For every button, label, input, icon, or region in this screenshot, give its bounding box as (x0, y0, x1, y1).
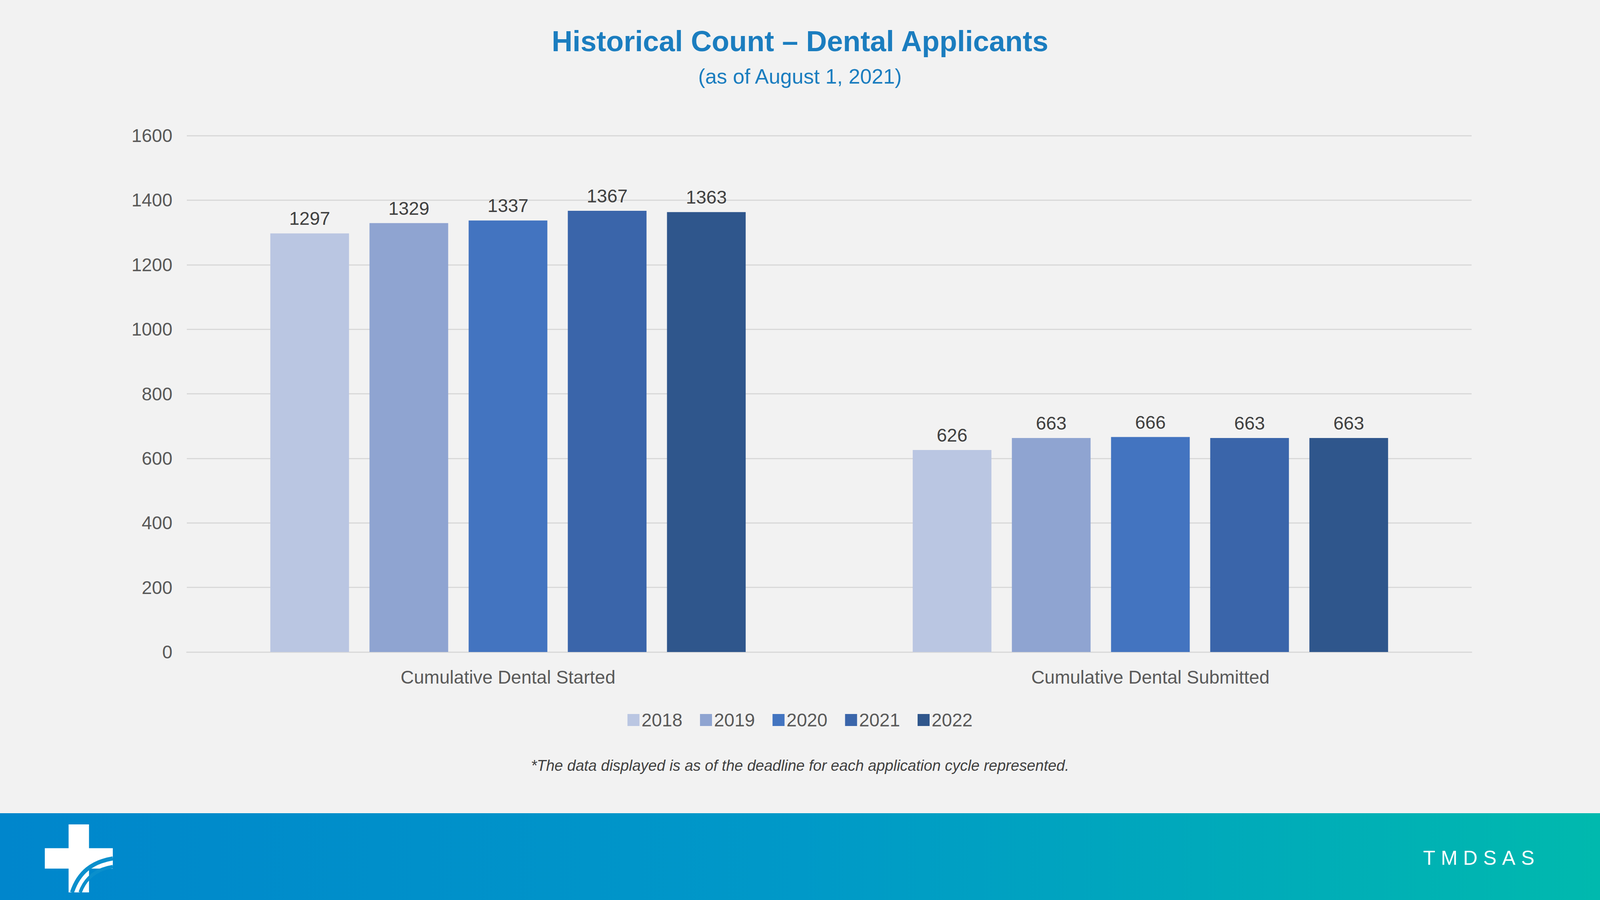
svg-text:200: 200 (141, 577, 173, 598)
svg-text:1400: 1400 (131, 189, 173, 211)
svg-text:1363: 1363 (686, 186, 727, 208)
svg-text:400: 400 (141, 512, 173, 534)
svg-text:2018: 2018 (641, 709, 683, 731)
svg-text:2022: 2022 (931, 709, 973, 731)
svg-text:1200: 1200 (131, 254, 173, 276)
html-text:TMDSAS: TMDSAS (1423, 846, 1540, 870)
svg-text:600: 600 (141, 448, 173, 469)
svg-text:2021: 2021 (859, 709, 900, 731)
svg-text:2020: 2020 (786, 709, 828, 731)
svg-text:Cumulative Dental Submitted: Cumulative Dental Submitted (1031, 666, 1270, 688)
svg-text:1337: 1337 (487, 195, 529, 216)
svg-text:1367: 1367 (586, 185, 628, 207)
svg-text:2019: 2019 (714, 709, 755, 731)
svg-text:663: 663 (1036, 412, 1067, 434)
svg-text:663: 663 (1234, 412, 1266, 434)
svg-text:(as of August 1, 2021): (as of August 1, 2021) (698, 64, 902, 88)
svg-text:663: 663 (1333, 412, 1364, 434)
svg-text:666: 666 (1135, 412, 1166, 433)
svg-text:1000: 1000 (131, 318, 173, 340)
svg-text:1600: 1600 (131, 125, 173, 146)
svg-text:Cumulative Dental Started: Cumulative Dental Started (400, 666, 616, 688)
svg-text:800: 800 (141, 383, 173, 405)
svg-text:626: 626 (936, 424, 968, 446)
svg-text:Historical Count – Dental Appl: Historical Count – Dental Applicants (551, 25, 1049, 58)
svg-text:1297: 1297 (289, 208, 330, 229)
svg-text:1329: 1329 (388, 198, 430, 219)
svg-text:0: 0 (162, 641, 173, 663)
svg-text:*The data displayed is as of t: *The data displayed is as of the deadlin… (530, 757, 1070, 774)
